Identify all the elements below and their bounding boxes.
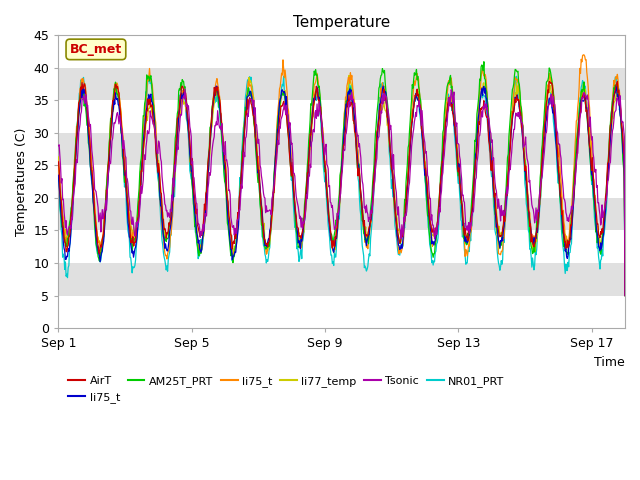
Text: BC_met: BC_met: [70, 43, 122, 56]
Legend: AirT, li75_t, AM25T_PRT, li75_t, li77_temp, Tsonic, NR01_PRT: AirT, li75_t, AM25T_PRT, li75_t, li77_te…: [64, 372, 509, 407]
Bar: [58, 36, 625, 68]
Bar: [58, 166, 625, 198]
Bar: [58, 198, 625, 230]
Y-axis label: Temperatures (C): Temperatures (C): [15, 128, 28, 236]
Bar: [58, 230, 625, 263]
X-axis label: Time: Time: [595, 356, 625, 369]
Bar: [58, 133, 625, 166]
Bar: [58, 296, 625, 328]
Bar: [58, 263, 625, 296]
Title: Temperature: Temperature: [293, 15, 390, 30]
Bar: [58, 68, 625, 100]
Bar: [58, 100, 625, 133]
